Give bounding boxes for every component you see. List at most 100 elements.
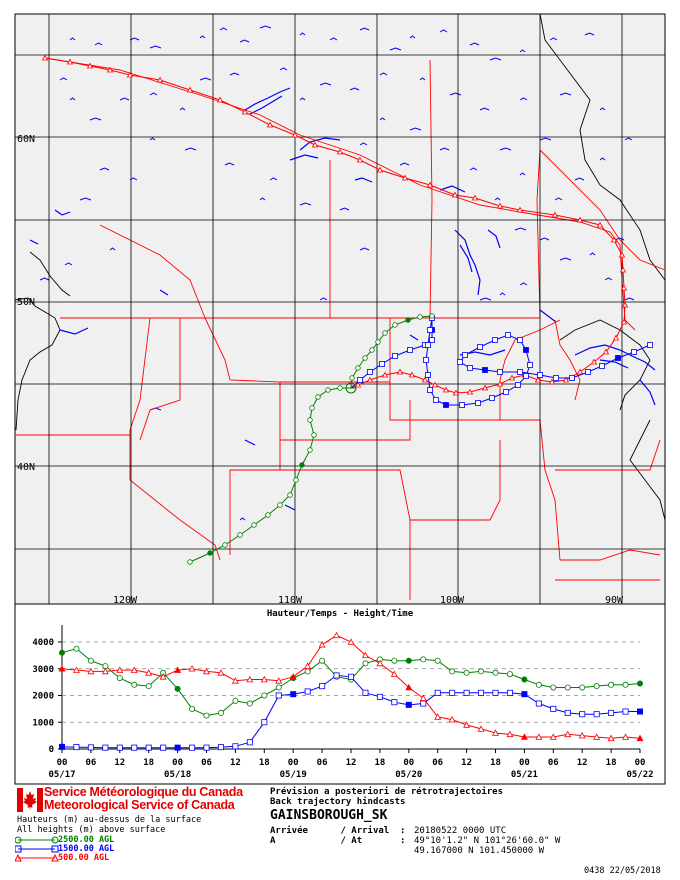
height-point	[73, 744, 80, 751]
trajectory-point	[156, 76, 164, 83]
lake-mark	[469, 42, 480, 46]
trajectory-point	[619, 266, 627, 273]
height-point	[478, 689, 485, 696]
lake-mark	[39, 277, 50, 281]
height-series-2	[58, 631, 644, 742]
lake-mark	[269, 177, 278, 181]
trajectory-point	[443, 402, 449, 408]
x-tick-label: 18	[143, 758, 154, 768]
height-point	[405, 701, 412, 708]
height-point	[579, 684, 586, 691]
trajectory-point	[376, 166, 384, 173]
trajectory-point	[426, 181, 434, 188]
x-tick-label: 12	[461, 758, 472, 768]
lake-mark	[199, 77, 212, 81]
lake-mark	[239, 517, 246, 521]
trajectory-point	[612, 334, 620, 341]
trajectory-point	[299, 462, 305, 468]
lake-mark	[519, 282, 528, 286]
height-point	[72, 666, 80, 673]
trajectory-point	[401, 174, 409, 181]
lake-mark	[449, 92, 462, 96]
legend-item-1500: 1500.00 AGL	[58, 844, 115, 854]
trajectory-point	[366, 376, 374, 383]
trajectory-point	[517, 337, 523, 343]
trajectory-point	[610, 236, 618, 243]
lake-mark	[479, 107, 490, 111]
x-tick-label: 18	[490, 758, 501, 768]
trajectory-point	[187, 559, 193, 565]
lake-mark	[79, 197, 92, 201]
x-date-label: 05/18	[164, 770, 191, 780]
height-point	[174, 685, 181, 692]
trajectory-point	[405, 317, 411, 323]
trajectory-point	[237, 532, 243, 538]
trajectory-point	[505, 332, 511, 338]
trajectory-point	[307, 447, 313, 453]
y-tick-label: 1000	[32, 718, 54, 728]
x-tick-label: 00	[519, 758, 530, 768]
trajectory-point	[186, 86, 194, 93]
height-point	[434, 689, 441, 696]
trajectory-point	[457, 359, 463, 365]
height-point	[376, 659, 384, 667]
height-point	[102, 744, 109, 751]
trajectory-point	[315, 394, 321, 400]
timestamp: 0438 22/05/2018	[584, 866, 661, 876]
lake-mark	[109, 247, 116, 251]
height-point	[492, 669, 499, 676]
x-tick-label: 18	[374, 758, 385, 768]
lake-mark	[389, 47, 402, 51]
trajectory-point	[508, 374, 516, 381]
trajectory-point	[355, 365, 361, 371]
legend-heading-en: All heights (m) above surface	[17, 825, 166, 835]
x-date-label: 05/17	[48, 770, 75, 780]
height-point	[578, 731, 586, 739]
height-point	[289, 673, 297, 680]
height-point	[449, 668, 456, 675]
height-point	[246, 700, 253, 707]
height-point	[593, 733, 601, 740]
trajectory-point	[442, 386, 450, 393]
trajectory-point	[562, 376, 570, 383]
trajectory-point	[482, 367, 488, 373]
trajectory-point	[618, 251, 626, 258]
height-point	[319, 657, 326, 664]
lake-mark	[299, 202, 312, 206]
trajectory-point	[590, 358, 598, 365]
grid-labels: 60N 50N 40N 120W 110W 100W 90W	[17, 134, 624, 605]
lake-mark	[379, 72, 388, 76]
trajectory-point	[407, 347, 413, 353]
height-point	[59, 743, 66, 750]
trajectory-point	[367, 369, 373, 375]
height-point	[448, 715, 456, 723]
lake-mark	[624, 137, 633, 141]
height-point	[275, 684, 282, 691]
height-point	[260, 675, 268, 683]
lake-mark	[179, 107, 186, 111]
lake-mark	[219, 27, 228, 31]
trajectory-point	[527, 362, 533, 368]
height-point	[391, 657, 398, 664]
at-value-dec: 49.167000 N 101.450000 W	[414, 846, 545, 856]
lake-mark	[149, 45, 162, 49]
trajectory-point	[569, 375, 575, 381]
trajectory-point	[429, 313, 435, 319]
trajectory-point	[356, 156, 364, 163]
trajectory-line	[44, 57, 626, 394]
x-tick-label: 00	[403, 758, 414, 768]
trajectory-point	[421, 376, 429, 383]
height-point	[145, 669, 153, 676]
lake-mark	[539, 137, 552, 141]
lake-mark	[89, 117, 102, 121]
trajectory-point	[596, 221, 604, 228]
canada-flag	[17, 788, 43, 812]
height-point	[390, 670, 398, 677]
trajectory-point	[620, 318, 628, 325]
trajectory-point	[534, 376, 542, 383]
trajectory-point	[496, 202, 504, 209]
lake-mark	[519, 97, 528, 101]
lake-mark	[329, 37, 338, 41]
trajectory-point	[431, 381, 439, 388]
height-chart-title: Hauteur/Temps - Height/Time	[267, 608, 414, 619]
